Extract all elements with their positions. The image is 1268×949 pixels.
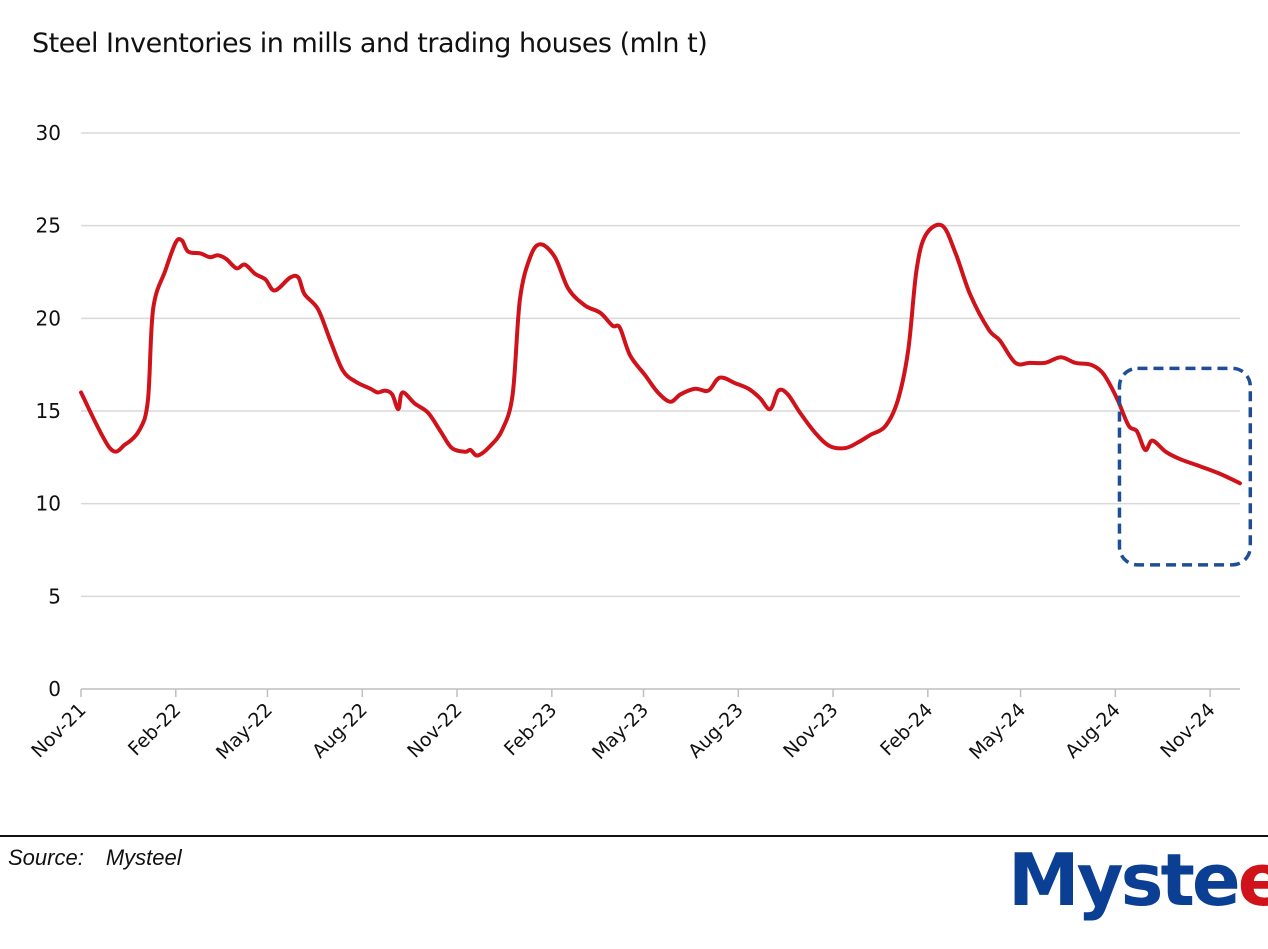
x-tick-label: Feb-22 (124, 699, 185, 760)
source-value: Mysteel (105, 845, 182, 870)
line-chart: 0 5 10 15 20 25 30 Nov-21 Feb-22 May-22 Aug-22 Nov-… (27, 121, 1253, 764)
x-tick-label: Nov-22 (403, 699, 466, 762)
inventory-series-line (79, 222, 1242, 486)
x-tick-label: May-24 (965, 699, 1030, 764)
x-tick-label: Feb-24 (876, 699, 937, 760)
y-tick-label: 5 (48, 584, 61, 608)
x-tick-label: May-22 (212, 699, 277, 764)
x-tick-label: Feb-23 (500, 699, 561, 760)
y-tick-label: 10 (36, 492, 61, 516)
x-tick-label: May-23 (588, 699, 653, 764)
y-tick-label: 20 (36, 306, 61, 330)
chart-title: Steel Inventories in mills and trading h… (32, 28, 708, 59)
footer-divider (0, 835, 1268, 837)
x-tick-label: Nov-21 (27, 699, 90, 762)
x-tick-label: Nov-23 (779, 699, 842, 762)
y-tick-label: 15 (36, 399, 61, 423)
highlight-box (1117, 366, 1253, 567)
y-tick-label: 0 (48, 677, 61, 701)
y-tick-label: 30 (36, 121, 61, 145)
y-tick-label: 25 (36, 214, 61, 238)
source-note: Source: Mysteel (8, 845, 182, 871)
source-label: Source: (8, 845, 84, 870)
mysteel-logo: Mysteel (1008, 838, 1268, 922)
x-tick-label: Aug-24 (1061, 699, 1125, 763)
x-tick-label: Nov-24 (1156, 699, 1219, 762)
x-tick-label: Aug-23 (684, 699, 748, 763)
x-tick-label: Aug-22 (308, 699, 372, 763)
